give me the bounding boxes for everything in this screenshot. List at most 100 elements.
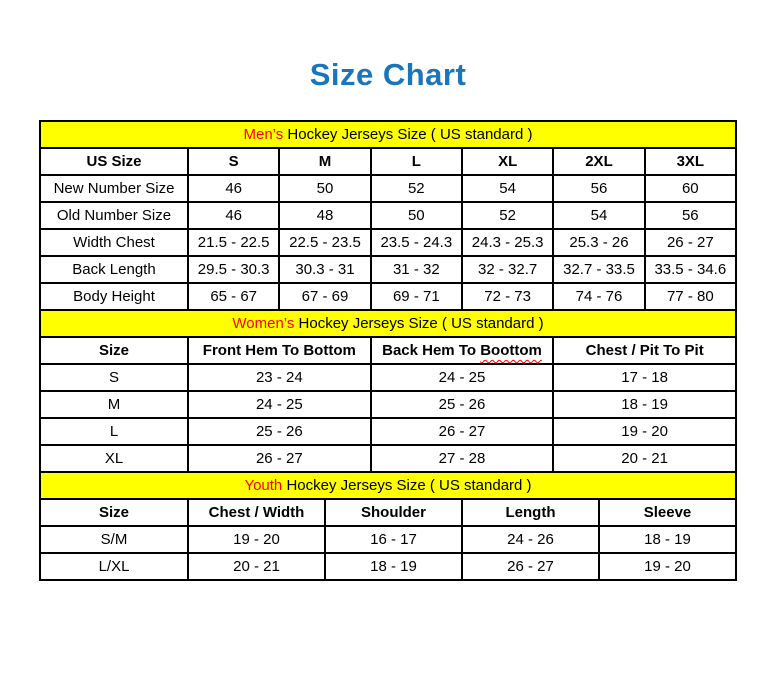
womens-section-title: Hockey Jerseys Size ( US standard ): [294, 315, 544, 332]
size-value-cell: 25 - 26: [187, 417, 372, 446]
table-row: Width Chest 21.5 - 22.5 22.5 - 23.5 23.5 - …: [39, 228, 738, 257]
column-header: 3XL: [643, 147, 738, 176]
size-value-cell: 52: [369, 174, 463, 203]
size-value-cell: 18 - 19: [552, 390, 737, 419]
womens-section-highlight: Women’s: [232, 315, 295, 332]
size-value-cell: 26 - 27: [187, 444, 372, 473]
size-value-cell: 16 - 17: [324, 525, 463, 554]
size-value-cell: 26 - 27: [643, 228, 738, 257]
mens-section-highlight: Men’s: [243, 126, 284, 143]
table-row: S 23 - 24 24 - 25 17 - 18: [39, 363, 737, 392]
row-label: Old Number Size: [39, 201, 189, 230]
size-value-cell: 22.5 - 23.5: [278, 228, 372, 257]
size-value-cell: 20 - 21: [552, 444, 737, 473]
womens-column-header-row: Size Front Hem To Bottom Back Hem To Boo…: [39, 336, 737, 365]
table-row: S/M 19 - 20 16 - 17 24 - 26 18 - 19: [39, 525, 737, 554]
size-value-cell: 24 - 26: [461, 525, 600, 554]
size-value-cell: 48: [278, 201, 372, 230]
size-value-cell: 30.3 - 31: [278, 255, 372, 284]
size-value-cell: 50: [369, 201, 463, 230]
size-chart-page: Size Chart Men’s Hockey Jerseys Size ( U…: [39, 57, 738, 581]
column-header-misspelled: Back Hem To Boottom: [369, 336, 555, 365]
size-value-cell: 25 - 26: [369, 390, 555, 419]
youth-section-highlight: Youth: [244, 477, 283, 494]
size-value-cell: 26 - 27: [461, 552, 600, 581]
size-value-cell: 46: [186, 201, 281, 230]
row-label: Body Height: [39, 282, 189, 311]
mens-column-header-row: US Size S M L XL 2XL 3XL: [39, 147, 738, 176]
size-value-cell: 67 - 69: [278, 282, 372, 311]
page-title: Size Chart: [309, 57, 467, 92]
womens-size-table: Women’s Hockey Jerseys Size ( US standar…: [39, 309, 737, 473]
column-header: Front Hem To Bottom: [187, 336, 372, 365]
size-value-cell: 33.5 - 34.6: [643, 255, 738, 284]
size-value-cell: 26 - 27: [369, 417, 555, 446]
size-value-cell: 69 - 71: [369, 282, 463, 311]
row-label: M: [39, 390, 189, 419]
column-header-text: Back Hem To: [382, 342, 481, 359]
size-value-cell: 18 - 19: [324, 552, 463, 581]
column-header: M: [278, 147, 372, 176]
size-value-cell: 17 - 18: [552, 363, 737, 392]
size-value-cell: 27 - 28: [369, 444, 555, 473]
size-value-cell: 24 - 25: [187, 390, 372, 419]
size-value-cell: 24.3 - 25.3: [460, 228, 555, 257]
row-label: L/XL: [39, 552, 189, 581]
size-value-cell: 77 - 80: [643, 282, 738, 311]
size-value-cell: 29.5 - 30.3: [186, 255, 281, 284]
youth-section-header: Youth Hockey Jerseys Size ( US standard …: [39, 471, 737, 500]
table-row: New Number Size 46 50 52 54 56 60: [39, 174, 738, 203]
size-value-cell: 56: [643, 201, 738, 230]
mens-band-row: Men’s Hockey Jerseys Size ( US standard …: [39, 120, 737, 149]
table-row: M 24 - 25 25 - 26 18 - 19: [39, 390, 737, 419]
womens-section-header: Women’s Hockey Jerseys Size ( US standar…: [39, 309, 737, 338]
table-row: XL 26 - 27 27 - 28 20 - 21: [39, 444, 737, 473]
size-value-cell: 52: [460, 201, 555, 230]
size-value-cell: 60: [643, 174, 738, 203]
column-header: XL: [460, 147, 555, 176]
size-chart: Men’s Hockey Jerseys Size ( US standard …: [39, 120, 738, 581]
size-value-cell: 23.5 - 24.3: [369, 228, 463, 257]
row-label: S/M: [39, 525, 189, 554]
womens-table-body: S 23 - 24 24 - 25 17 - 18 M 24 - 25 25 - 26 18 …: [39, 363, 737, 473]
youth-band-row: Youth Hockey Jerseys Size ( US standard …: [39, 471, 737, 500]
table-row: Old Number Size 46 48 50 52 54 56: [39, 201, 738, 230]
column-header: S: [186, 147, 281, 176]
row-label: Back Length: [39, 255, 189, 284]
column-header: Chest / Width: [187, 498, 326, 527]
mens-section-title: Hockey Jerseys Size ( US standard ): [283, 126, 533, 143]
size-value-cell: 46: [186, 174, 281, 203]
size-value-cell: 25.3 - 26: [552, 228, 646, 257]
size-value-cell: 54: [552, 201, 646, 230]
size-value-cell: 21.5 - 22.5: [186, 228, 281, 257]
youth-column-header-row: Size Chest / Width Shoulder Length Sleev…: [39, 498, 737, 527]
table-row: L/XL 20 - 21 18 - 19 26 - 27 19 - 20: [39, 552, 737, 581]
column-header: Sleeve: [598, 498, 737, 527]
youth-section-title: Hockey Jerseys Size ( US standard ): [282, 477, 532, 494]
size-value-cell: 20 - 21: [187, 552, 326, 581]
column-header: Chest / Pit To Pit: [552, 336, 737, 365]
mens-table-body: New Number Size 46 50 52 54 56 60 Old Number Si…: [39, 174, 738, 311]
size-value-cell: 18 - 19: [598, 525, 737, 554]
column-header: L: [369, 147, 463, 176]
size-value-cell: 65 - 67: [186, 282, 281, 311]
table-row: Back Length 29.5 - 30.3 30.3 - 31 31 - 32 32…: [39, 255, 738, 284]
size-value-cell: 32 - 32.7: [460, 255, 555, 284]
column-header: Shoulder: [324, 498, 463, 527]
youth-table-body: S/M 19 - 20 16 - 17 24 - 26 18 - 19 L/XL 20 - …: [39, 525, 737, 581]
row-label: L: [39, 417, 189, 446]
size-value-cell: 31 - 32: [369, 255, 463, 284]
size-value-cell: 72 - 73: [460, 282, 555, 311]
spellcheck-underlined-word: Boottom: [480, 342, 542, 359]
size-value-cell: 74 - 76: [552, 282, 646, 311]
row-label: S: [39, 363, 189, 392]
mens-size-table: Men’s Hockey Jerseys Size ( US standard …: [39, 120, 738, 311]
size-value-cell: 19 - 20: [552, 417, 737, 446]
size-value-cell: 50: [278, 174, 372, 203]
column-header: Size: [39, 498, 189, 527]
column-header: Length: [461, 498, 600, 527]
womens-band-row: Women’s Hockey Jerseys Size ( US standar…: [39, 309, 737, 338]
column-header: 2XL: [552, 147, 646, 176]
table-row: L 25 - 26 26 - 27 19 - 20: [39, 417, 737, 446]
row-label: New Number Size: [39, 174, 189, 203]
